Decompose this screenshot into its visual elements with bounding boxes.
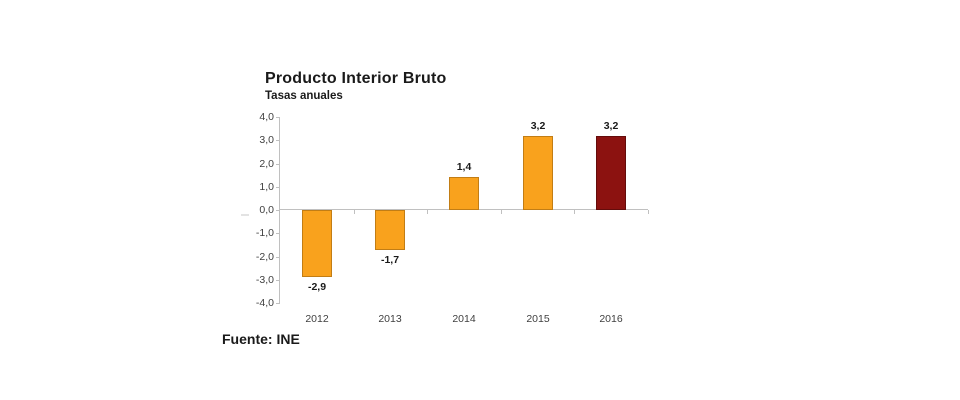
bar-2015	[523, 136, 553, 210]
stray-mark	[241, 214, 249, 216]
chart-subtitle: Tasas anuales	[265, 90, 343, 102]
y-axis-tick	[276, 303, 280, 304]
y-axis-label: -3,0	[255, 273, 274, 286]
y-axis-label: 4,0	[259, 111, 274, 123]
y-axis-tick	[276, 186, 280, 188]
y-axis-tick	[276, 117, 280, 118]
y-axis-tick	[276, 233, 280, 235]
x-axis-tick	[354, 210, 355, 214]
y-axis-label: 0,0	[259, 204, 274, 216]
bar-value-label-2015: 3,2	[530, 120, 546, 132]
chart-title: Producto Interior Bruto	[265, 70, 447, 87]
bar-value-label-2014: 1,4	[456, 161, 472, 173]
y-axis-label: 2,0	[259, 157, 274, 170]
bar-value-label-2016: 3,2	[603, 120, 619, 132]
bar-2016	[596, 136, 626, 210]
bar-value-label-2012: -2,9	[307, 281, 327, 293]
y-axis-label: 1,0	[259, 180, 274, 193]
x-axis-tick	[427, 210, 428, 214]
x-axis-label-2015: 2015	[526, 313, 550, 325]
y-axis-label: -1,0	[255, 227, 274, 240]
bar-2012	[302, 210, 332, 277]
bar-value-label-2013: -1,7	[380, 254, 400, 266]
x-axis-label-2014: 2014	[452, 313, 476, 325]
source-note: Fuente: INE	[222, 331, 300, 347]
bar-2013	[375, 210, 405, 250]
x-axis-tick	[648, 210, 649, 214]
y-axis-tick	[276, 256, 280, 258]
x-axis-label-2013: 2013	[378, 313, 402, 325]
y-axis-tick	[276, 210, 280, 211]
bar-2014	[449, 177, 479, 210]
x-axis-label-2016: 2016	[599, 313, 623, 325]
x-axis-label-2012: 2012	[305, 313, 329, 325]
x-axis-tick	[501, 210, 502, 214]
y-axis-label: -2,0	[255, 250, 274, 263]
y-axis-tick	[276, 163, 280, 165]
y-axis-line	[279, 117, 280, 303]
y-axis-label: 3,0	[259, 134, 274, 147]
y-axis-tick	[276, 279, 280, 281]
y-axis-tick	[276, 140, 280, 142]
y-axis-label: -4,0	[255, 297, 274, 309]
x-axis-tick	[574, 210, 575, 214]
